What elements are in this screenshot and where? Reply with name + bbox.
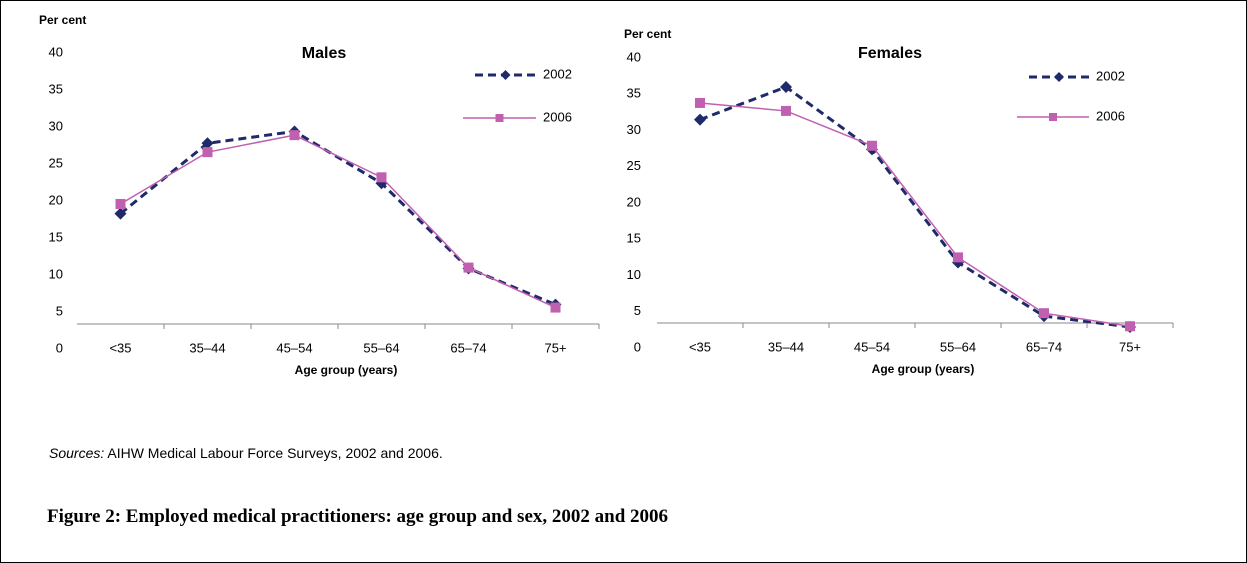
series-line	[699, 102, 1131, 327]
series-line	[699, 85, 1131, 329]
legend-marker	[500, 70, 511, 80]
marker	[550, 302, 561, 313]
x-axis-label: Age group (years)	[295, 363, 398, 377]
marker	[867, 140, 877, 151]
marker	[289, 130, 300, 141]
y-tick-label: 15	[49, 229, 63, 244]
x-tick-label: <35	[109, 340, 131, 355]
marker	[376, 172, 387, 183]
legend-label: 2006	[543, 109, 572, 124]
y-tick-label: 25	[627, 158, 641, 173]
y-axis-label: Per cent	[624, 27, 671, 41]
sources-label: Sources:	[49, 445, 105, 461]
x-tick-label: 45–54	[854, 339, 890, 354]
x-tick-label: 45–54	[276, 340, 312, 355]
y-tick-label: 10	[627, 267, 641, 282]
x-tick-label: 55–64	[940, 339, 976, 354]
y-tick-label: 40	[49, 44, 63, 59]
y-tick-label: 20	[627, 194, 641, 209]
y-tick-label: 35	[49, 81, 63, 96]
legend-label: 2006	[1096, 108, 1125, 123]
marker	[202, 147, 213, 158]
y-tick-label: 5	[56, 303, 63, 318]
marker	[694, 113, 706, 126]
y-tick-label: 0	[634, 339, 641, 354]
marker	[1125, 321, 1135, 332]
series-line	[119, 129, 557, 306]
chart-title: Males	[302, 45, 347, 62]
legend-marker	[1054, 72, 1064, 82]
legend-label: 2002	[543, 66, 572, 81]
marker	[1039, 308, 1049, 319]
marker	[780, 81, 792, 93]
caption: Figure 2: Employed medical practitioners…	[47, 506, 669, 527]
x-tick-label: 75+	[1119, 339, 1141, 354]
y-tick-label: 30	[49, 118, 63, 133]
marker	[463, 262, 474, 273]
y-tick-label: 35	[627, 86, 641, 101]
y-tick-label: 15	[627, 231, 641, 246]
legend-marker	[495, 114, 504, 122]
chart-title: Females	[858, 45, 922, 62]
marker	[201, 137, 214, 150]
series-line	[120, 134, 556, 309]
x-tick-label: 35–44	[768, 339, 804, 354]
x-tick-label: 55–64	[363, 340, 399, 355]
x-tick-label: 35–44	[189, 340, 225, 355]
sources-text: AIHW Medical Labour Force Surveys, 2002 …	[104, 445, 443, 461]
marker	[953, 252, 963, 263]
x-tick-label: <35	[689, 339, 711, 354]
x-tick-label: 65–74	[1026, 339, 1062, 354]
y-tick-label: 30	[627, 122, 641, 137]
legend-marker	[1049, 113, 1057, 121]
y-axis-label: Per cent	[39, 13, 86, 27]
charts: Males Per cent Age group (years) 0 5 10 15 20 25…	[39, 13, 1174, 377]
y-tick-label: 20	[49, 192, 63, 207]
marker	[115, 198, 126, 209]
y-tick-label: 10	[49, 266, 63, 281]
x-axis-label: Age group (years)	[872, 362, 975, 376]
x-tick-label: 65–74	[450, 340, 486, 355]
y-tick-label: 40	[627, 49, 641, 64]
y-tick-label: 0	[56, 340, 63, 355]
sources: Sources: AIHW Medical Labour Force Surve…	[49, 445, 443, 461]
y-tick-label: 5	[634, 303, 641, 318]
marker	[114, 207, 127, 220]
x-tick-label: 75+	[544, 340, 566, 355]
y-tick-label: 25	[49, 155, 63, 170]
marker	[695, 97, 705, 108]
legend-label: 2002	[1096, 68, 1125, 83]
marker	[781, 105, 791, 116]
